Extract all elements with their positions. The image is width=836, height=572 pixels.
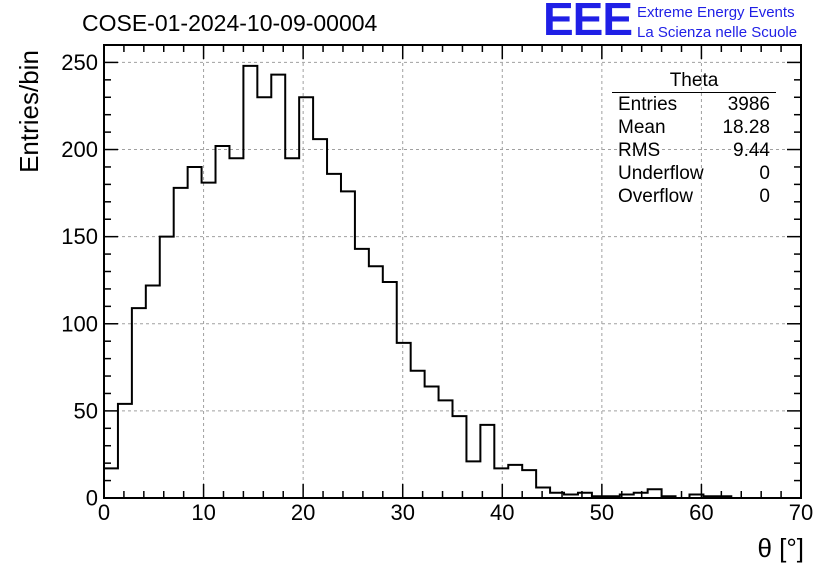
logo-text-line2: La Scienza nelle Scuole [637, 24, 798, 41]
axis-ticks [103, 44, 802, 499]
x-tick-label: 60 [689, 500, 713, 525]
histogram-series [103, 64, 746, 499]
y-tick-label: 250 [61, 50, 98, 75]
logo-text-line1: Extreme Energy Events [637, 4, 795, 21]
stats-row-entries: Entries 3986 [612, 93, 776, 116]
x-tick-label: 0 [98, 500, 110, 525]
x-tick-label: 40 [490, 500, 514, 525]
stats-row-rms: RMS 9.44 [612, 139, 776, 162]
tick-labels: 0 10 20 30 40 50 60 70 0 50 100 150 200 250 [61, 50, 813, 525]
stats-label: Entries [618, 94, 678, 115]
y-tick-label: 50 [74, 398, 98, 423]
y-tick-label: 200 [61, 137, 98, 162]
stats-title: Theta [612, 70, 776, 93]
stats-value: 0 [759, 163, 770, 184]
y-axis-label: Entries/bin [13, 50, 44, 173]
stats-value: 0 [759, 186, 770, 207]
stats-label: RMS [618, 140, 661, 161]
y-tick-label: 100 [61, 311, 98, 336]
stats-value: 3986 [727, 94, 770, 115]
stats-row-underflow: Underflow 0 [612, 162, 776, 185]
chart-title: COSE-01-2024-10-09-00004 [82, 10, 378, 36]
stats-label: Underflow [618, 163, 704, 184]
stats-value: 9.44 [733, 140, 770, 161]
eee-logo-mark: EEE [543, 0, 633, 45]
x-tick-label: 50 [590, 500, 614, 525]
stats-row-mean: Mean 18.28 [612, 116, 776, 139]
stats-value: 18.28 [722, 117, 770, 138]
stats-box: Theta Entries 3986 Mean 18.28 RMS 9.44 U… [612, 70, 776, 208]
stats-row-overflow: Overflow 0 [612, 185, 776, 208]
stats-label: Mean [618, 117, 666, 138]
y-tick-label: 150 [61, 224, 98, 249]
x-tick-label: 70 [789, 500, 813, 525]
y-tick-label: 0 [86, 486, 98, 511]
x-axis-label: θ [°] [757, 533, 804, 563]
x-tick-label: 20 [291, 500, 315, 525]
stats-label: Overflow [618, 186, 693, 207]
x-tick-label: 10 [191, 500, 215, 525]
x-tick-label: 30 [390, 500, 414, 525]
